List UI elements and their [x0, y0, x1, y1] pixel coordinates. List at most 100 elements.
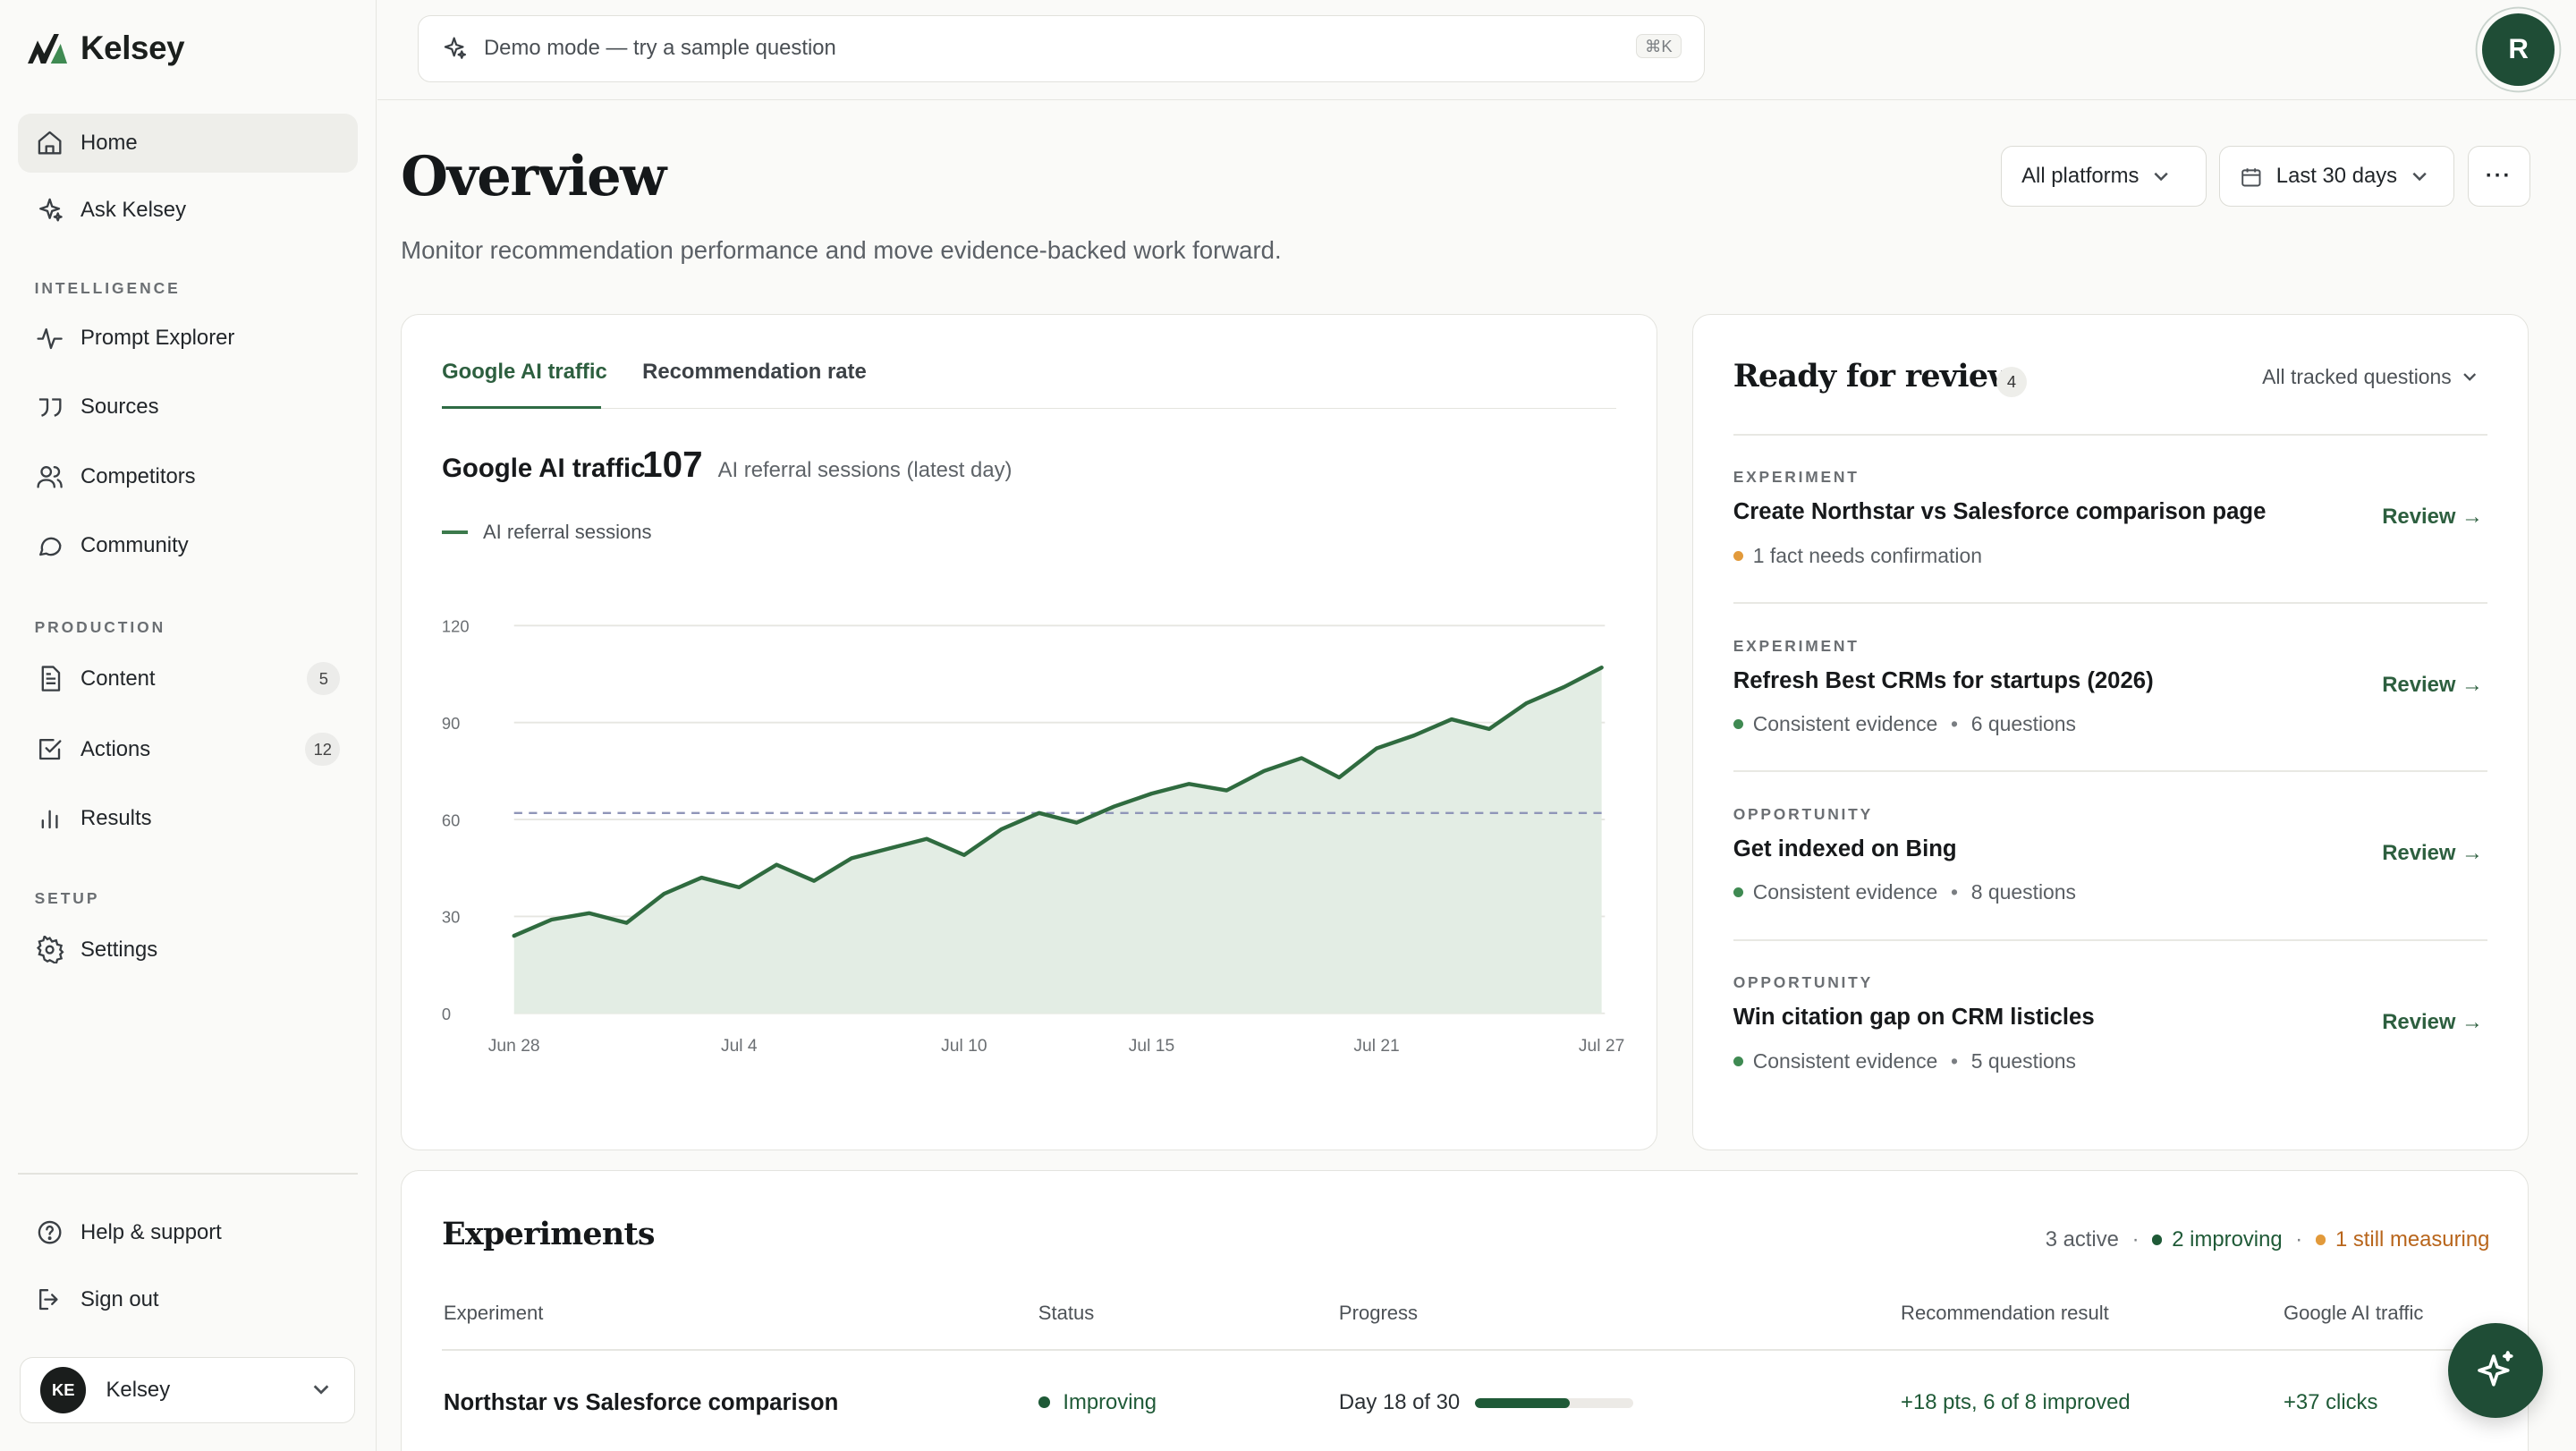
- sidebar-divider: [18, 1173, 359, 1175]
- profile-avatar[interactable]: R: [2482, 13, 2555, 86]
- chart-legend: AI referral sessions: [442, 521, 652, 544]
- help-circle-icon: [38, 1220, 62, 1244]
- meta-separator: •: [1950, 712, 1959, 736]
- experiment-progress-text: Day 18 of 30: [1338, 1389, 1461, 1414]
- question-filter-select[interactable]: All tracked questions: [2262, 365, 2478, 389]
- experiments-stats: 3 active · 2 improving · 1 still measuri…: [2046, 1227, 2490, 1252]
- section-intelligence: INTELLIGENCE: [34, 279, 181, 298]
- y-tick-label: 30: [442, 908, 460, 927]
- evidence-dot: [1733, 1056, 1743, 1066]
- sidebar-label-help: Help & support: [80, 1219, 222, 1244]
- chevron-down-icon: [2412, 173, 2427, 182]
- review-item-title[interactable]: Create Northstar vs Salesforce compariso…: [1733, 499, 2267, 525]
- table-header-divider: [442, 1348, 2487, 1351]
- review-item-evidence: Consistent evidence: [1752, 880, 1938, 904]
- sidebar-item-actions[interactable]: Actions 12: [18, 719, 358, 778]
- metric-label: Google AI traffic: [442, 453, 646, 483]
- column-header-result[interactable]: Recommendation result: [1901, 1301, 2109, 1324]
- metric-value: 107: [642, 443, 703, 485]
- review-count-badge: 4: [1996, 366, 2028, 398]
- gear-icon: [37, 935, 64, 964]
- sidebar-item-community[interactable]: Community: [18, 516, 358, 575]
- measuring-dot: [2315, 1235, 2326, 1245]
- experiment-status: Improving: [1038, 1390, 1157, 1415]
- evidence-dot: [1733, 550, 1743, 561]
- sidebar-label-home: Home: [80, 130, 138, 155]
- review-item-title[interactable]: Get indexed on Bing: [1733, 836, 1957, 861]
- user-name: Kelsey: [106, 1377, 171, 1402]
- review-item-evidence: 1 fact needs confirmation: [1752, 543, 1983, 567]
- experiment-traffic: +37 clicks: [2284, 1389, 2378, 1414]
- review-button[interactable]: Review →: [2382, 1009, 2483, 1034]
- review-item-meta: 1 fact needs confirmation: [1733, 544, 1982, 568]
- review-divider: [1733, 770, 2487, 773]
- review-item-questions: 6 questions: [1970, 712, 2077, 736]
- sidebar-item-prompt-explorer[interactable]: Prompt Explorer: [18, 309, 358, 368]
- review-item-title[interactable]: Refresh Best CRMs for startups (2026): [1733, 667, 2154, 693]
- account-switcher[interactable]: KE Kelsey: [20, 1357, 355, 1423]
- users-icon: [37, 466, 64, 488]
- sparkle-icon: [39, 199, 64, 222]
- sidebar-item-content[interactable]: Content 5: [18, 649, 358, 708]
- page-title: Overview: [401, 144, 666, 208]
- tabs-baseline: [442, 407, 1617, 410]
- y-tick-label: 120: [442, 617, 470, 636]
- review-button[interactable]: Review →: [2382, 841, 2483, 866]
- sidebar-label-community: Community: [80, 532, 189, 557]
- sidebar-item-home[interactable]: Home: [18, 113, 359, 173]
- review-card: [1691, 313, 2529, 1150]
- brand[interactable]: Kelsey: [28, 30, 185, 67]
- section-setup: SETUP: [34, 888, 100, 907]
- sidebar-item-sign-out[interactable]: Sign out: [18, 1270, 358, 1329]
- column-header-traffic[interactable]: Google AI traffic: [2284, 1301, 2424, 1324]
- more-options-button[interactable]: ···: [2467, 146, 2530, 208]
- review-item-meta: Consistent evidence • 8 questions: [1733, 880, 2076, 904]
- column-header-status[interactable]: Status: [1038, 1301, 1095, 1324]
- page-subtitle: Monitor recommendation performance and m…: [401, 236, 1282, 265]
- evidence-dot: [1733, 887, 1743, 898]
- review-item-kind: EXPERIMENT: [1733, 636, 1860, 655]
- tab-recommendation-rate[interactable]: Recommendation rate: [642, 360, 867, 385]
- sidebar-item-results[interactable]: Results: [18, 789, 358, 848]
- home-icon: [38, 131, 62, 155]
- checkbox-icon: [39, 738, 62, 760]
- sidebar-item-ask-kelsey[interactable]: Ask Kelsey: [18, 181, 358, 240]
- sign-out-icon: [39, 1289, 58, 1311]
- column-header-experiment[interactable]: Experiment: [443, 1301, 544, 1324]
- sidebar-item-settings[interactable]: Settings: [18, 921, 358, 980]
- sidebar-label-results: Results: [80, 805, 152, 830]
- keyboard-shortcut-hint: ⌘K: [1635, 33, 1682, 59]
- sidebar-item-help[interactable]: Help & support: [18, 1202, 358, 1261]
- stat-measuring: 1 still measuring: [2334, 1227, 2490, 1252]
- platform-select-value: All platforms: [2021, 164, 2140, 189]
- legend-label: AI referral sessions: [482, 521, 652, 544]
- sparkle-icon: [445, 38, 467, 60]
- sidebar-label-ask-kelsey: Ask Kelsey: [80, 198, 186, 223]
- stat-improving: 2 improving: [2172, 1227, 2283, 1252]
- ask-kelsey-fab[interactable]: [2447, 1322, 2544, 1419]
- y-tick-label: 90: [442, 714, 460, 733]
- tab-google-ai-traffic[interactable]: Google AI traffic: [442, 360, 607, 385]
- sidebar-label-actions: Actions: [80, 736, 151, 761]
- date-range-value: Last 30 days: [2275, 164, 2398, 189]
- sidebar-item-competitors[interactable]: Competitors: [18, 447, 358, 506]
- date-range-select[interactable]: Last 30 days: [2219, 146, 2455, 208]
- review-item-title[interactable]: Win citation gap on CRM listicles: [1733, 1005, 2095, 1031]
- quote-icon: [39, 398, 62, 417]
- question-filter-value: All tracked questions: [2262, 364, 2452, 388]
- review-item-meta: Consistent evidence • 5 questions: [1733, 1049, 2076, 1073]
- sidebar-label-sources: Sources: [80, 395, 159, 420]
- search-input[interactable]: Demo mode — try a sample question ⌘K: [417, 14, 1706, 82]
- series-line: [512, 666, 1604, 938]
- platform-select[interactable]: All platforms: [2001, 146, 2207, 208]
- review-button[interactable]: Review →: [2382, 504, 2483, 529]
- x-tick-label: Jul 15: [1129, 1037, 1174, 1056]
- sidebar-item-sources[interactable]: Sources: [18, 378, 358, 437]
- review-item-evidence: Consistent evidence: [1752, 1048, 1938, 1073]
- progress-fill: [1475, 1398, 1571, 1409]
- experiment-name[interactable]: Northstar vs Salesforce comparison: [443, 1389, 839, 1415]
- review-button[interactable]: Review →: [2382, 673, 2483, 698]
- traffic-area-chart: 0 30 60 90 120 Jun 28 Jul 4 Jul 10 Jul 15 Jul 21 J…: [442, 617, 1624, 1056]
- column-header-progress[interactable]: Progress: [1338, 1301, 1419, 1324]
